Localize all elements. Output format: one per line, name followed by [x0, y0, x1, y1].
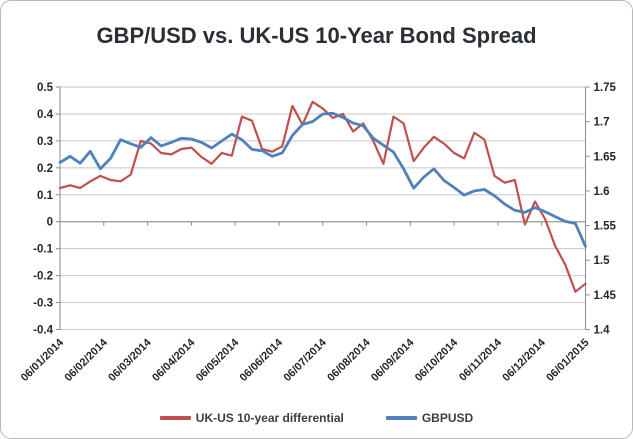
y-axis-label-left: 0.4: [37, 109, 54, 121]
x-axis-label: 06/11/2014: [457, 336, 505, 384]
x-axis-label: 06/07/2014: [281, 336, 329, 384]
y-axis-label-left: 0.3: [37, 136, 53, 148]
x-axis-label: 06/01/2014: [19, 336, 67, 384]
x-axis-label: 06/01/2015: [544, 337, 591, 384]
x-axis-label: 06/03/2014: [106, 336, 154, 384]
legend-swatch-differential: [159, 416, 191, 420]
chart-title: GBP/USD vs. UK-US 10-Year Bond Spread: [96, 23, 537, 48]
y-axis-label-right: 1.6: [594, 186, 610, 198]
y-axis-label-left: 0.2: [37, 163, 53, 175]
y-axis-label-right: 1.65: [594, 151, 617, 163]
y-axis-label-left: 0.5: [37, 82, 54, 94]
y-axis-label-right: 1.55: [594, 221, 617, 233]
series-line-uk-us-10-year-differential: [58, 100, 587, 293]
x-axis-label: 06/02/2014: [62, 336, 110, 384]
y-axis-label-left: 0: [47, 217, 53, 229]
y-axis-label-left: -0.4: [33, 325, 53, 337]
y-axis-label-right: 1.75: [594, 82, 617, 94]
series-line-gbpusd: [58, 111, 587, 248]
y-axis-label-left: -0.1: [33, 244, 53, 256]
legend-item-gbpusd: GBPUSD: [385, 411, 474, 425]
x-axis-label: 06/10/2014: [413, 336, 461, 384]
legend-swatch-gbpusd: [385, 416, 417, 420]
x-axis-label: 06/08/2014: [325, 336, 373, 384]
x-axis-label: 06/04/2014: [150, 336, 198, 384]
x-axis-label: 06/06/2014: [238, 336, 286, 384]
y-axis-label-right: 1.4: [594, 325, 611, 337]
legend: UK-US 10-year differential GBPUSD: [1, 411, 632, 425]
y-axis-label-left: -0.3: [33, 298, 53, 310]
y-axis-label-left: 0.1: [37, 190, 54, 202]
x-axis-label: 06/09/2014: [369, 336, 417, 384]
legend-item-differential: UK-US 10-year differential: [159, 411, 344, 425]
y-axis-label-right: 1.45: [594, 290, 617, 302]
y-axis-label-right: 1.5: [594, 255, 611, 267]
legend-label-gbpusd: GBPUSD: [421, 411, 474, 425]
legend-label-differential: UK-US 10-year differential: [195, 411, 344, 425]
x-axis-label: 06/12/2014: [500, 336, 548, 384]
y-axis-label-right: 1.7: [594, 117, 610, 129]
y-axis-label-left: -0.2: [33, 271, 53, 283]
x-axis-label: 06/05/2014: [194, 336, 242, 384]
